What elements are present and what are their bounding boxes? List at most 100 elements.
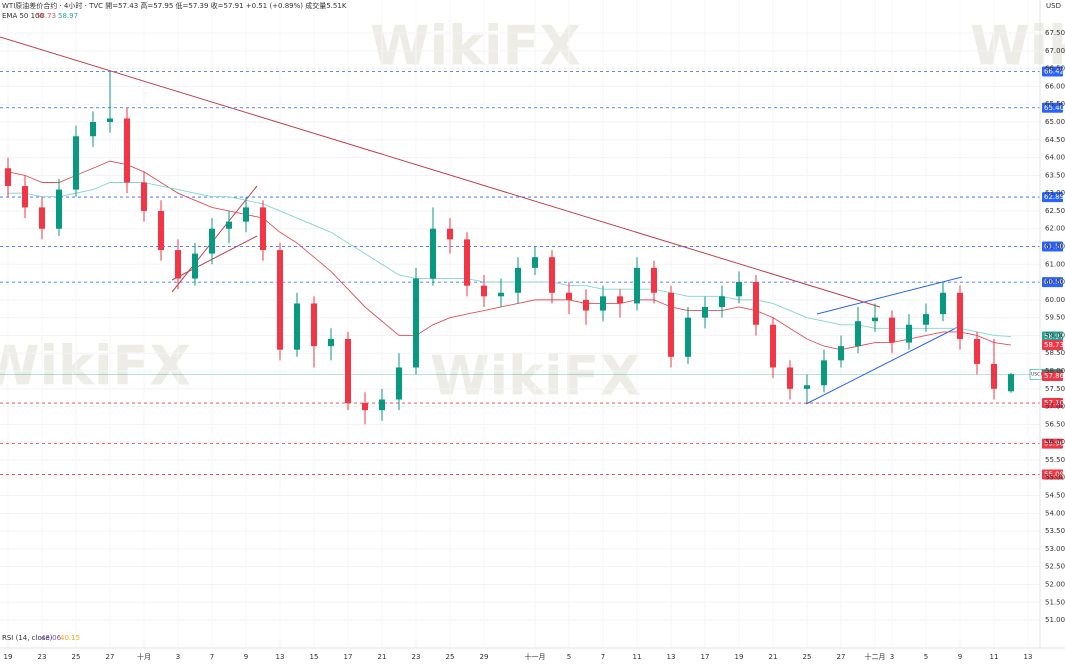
- candle-body: [243, 207, 249, 222]
- candle-body: [906, 324, 912, 343]
- y-tick-label: 51.50: [1045, 598, 1065, 606]
- candle-body: [923, 314, 929, 325]
- y-tick-label: 66.00: [1045, 82, 1065, 90]
- candle-body: [328, 339, 334, 347]
- x-tick-label: 21: [769, 653, 778, 661]
- watermark: WikiFX: [430, 345, 641, 408]
- candle-body: [1008, 374, 1014, 392]
- x-tick-label: 5: [924, 653, 928, 661]
- x-tick-label: 19: [735, 653, 744, 661]
- price-tag-badge: [1042, 340, 1063, 351]
- candle-body: [872, 317, 878, 322]
- y-tick-label: 57.50: [1045, 385, 1065, 393]
- y-tick-label: 53.50: [1045, 527, 1065, 535]
- y-tick-label: 56.50: [1045, 420, 1065, 428]
- price-tag-badge: [1042, 371, 1063, 382]
- candle-body: [549, 257, 555, 293]
- candle-body: [175, 250, 181, 279]
- trend-line: [0, 36, 881, 308]
- candle-body: [957, 292, 963, 340]
- y-tick-label: 57.00: [1045, 403, 1065, 411]
- x-tick-label: 27: [106, 653, 115, 661]
- candle-body: [107, 118, 113, 123]
- x-tick-label: 13: [1024, 653, 1033, 661]
- candle-body: [974, 339, 980, 364]
- level-badge: [1042, 192, 1063, 203]
- rsi-value: 40.15: [60, 634, 80, 642]
- candle-body: [464, 239, 470, 286]
- candle-body: [396, 367, 402, 400]
- candle-body: [260, 207, 266, 251]
- y-tick-label: 59.50: [1045, 314, 1065, 322]
- candle-body: [430, 228, 436, 279]
- x-tick-label: 23: [38, 653, 47, 661]
- price-tag-badge: [1042, 331, 1063, 342]
- y-tick-label: 54.50: [1045, 492, 1065, 500]
- channel-line: [171, 235, 258, 281]
- watermark: WikiFX: [0, 335, 191, 398]
- candle-body: [158, 210, 164, 251]
- candle-body: [90, 122, 96, 137]
- candle-body: [804, 385, 810, 389]
- x-tick-label: 5: [567, 653, 571, 661]
- level-label: 55.09: [1044, 471, 1064, 479]
- x-tick-label: 25: [72, 653, 81, 661]
- candle-body: [719, 296, 725, 307]
- candle-body: [294, 303, 300, 350]
- level-badge: [1042, 102, 1063, 113]
- level-label: 66.42: [1044, 68, 1064, 76]
- candle-body: [226, 221, 232, 229]
- candle-body: [447, 228, 453, 240]
- candle-body: [685, 317, 691, 357]
- candle-body: [770, 324, 776, 368]
- price-tag-label: 58.73: [1044, 341, 1064, 349]
- candle-body: [277, 250, 283, 350]
- y-tick-label: 58.50: [1045, 349, 1065, 357]
- level-label: 65.40: [1044, 104, 1064, 112]
- level-label: 57.10: [1044, 399, 1064, 407]
- ema-line: [8, 182, 1012, 337]
- x-tick-label: 3: [890, 653, 894, 661]
- level-label: 55.96: [1044, 440, 1065, 448]
- y-tick-label: 52.00: [1045, 580, 1065, 588]
- x-tick-label: 11: [990, 653, 999, 661]
- x-tick-label: 23: [412, 653, 421, 661]
- x-tick-label: 十一月: [525, 652, 546, 661]
- candle-body: [362, 403, 368, 411]
- y-tick-label: 63.50: [1045, 171, 1065, 179]
- candle-body: [991, 363, 997, 389]
- candle-body: [787, 367, 793, 389]
- y-tick-label: 60.50: [1045, 278, 1065, 286]
- candle-body: [736, 282, 742, 297]
- level-badge: [1042, 469, 1063, 480]
- candle-body: [141, 182, 147, 211]
- candle-body: [345, 339, 351, 404]
- y-tick-label: 51.00: [1045, 616, 1065, 624]
- candle-body: [634, 267, 640, 304]
- candle-body: [413, 278, 419, 368]
- x-tick-label: 17: [701, 653, 710, 661]
- candle-body: [600, 296, 606, 311]
- candle-body: [22, 186, 28, 208]
- level-label: 61.50: [1044, 243, 1064, 251]
- x-tick-label: 21: [378, 653, 387, 661]
- candle-body: [498, 292, 504, 297]
- header: WTI原油差价合约 · 4小时 · TVC 開=57.43 高=57.95 低=…: [2, 1, 347, 10]
- x-tick-label: 13: [276, 653, 285, 661]
- symbol-label: USOIL: [1031, 372, 1045, 378]
- indicator-value: 58.73: [36, 12, 56, 20]
- wedge-line: [816, 276, 963, 315]
- y-tick-label: 59.00: [1045, 331, 1065, 339]
- x-tick-label: 15: [310, 653, 319, 661]
- x-tick-label: 27: [837, 653, 846, 661]
- candle-body: [753, 282, 759, 325]
- candle-body: [838, 346, 844, 361]
- y-tick-label: 55.50: [1045, 456, 1065, 464]
- x-tick-label: 十二月: [865, 652, 886, 661]
- y-tick-label: 65.00: [1045, 118, 1065, 126]
- y-tick-label: 66.50: [1045, 65, 1065, 73]
- price-tag-label: 58.97: [1044, 333, 1064, 341]
